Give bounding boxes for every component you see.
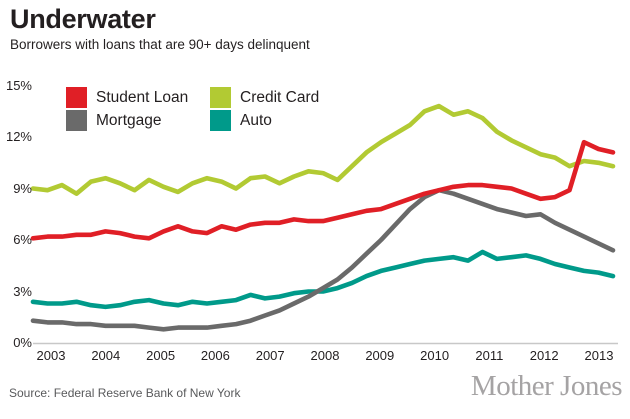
legend-label-auto: Auto (240, 112, 272, 129)
student-loan-swatch-icon (66, 87, 87, 108)
legend-label-credit-card: Credit Card (240, 89, 320, 106)
y-tick-6%: 6% (13, 232, 32, 247)
y-tick-9%: 9% (13, 180, 32, 196)
x-tick-2005: 2005 (146, 348, 176, 363)
legend-item-credit-card: Credit Card (210, 86, 319, 109)
y-tick-0%: 0% (13, 335, 32, 350)
x-tick-2012: 2012 (529, 348, 559, 363)
x-tick-2013: 2013 (584, 348, 614, 363)
legend: Student Loan Credit Card Mortgage Auto (66, 86, 319, 132)
line-credit-card (30, 103, 616, 196)
source-note: Source: Federal Reserve Bank of New York (9, 386, 241, 400)
legend-label-student-loan: Student Loan (96, 89, 189, 106)
legend-label-mortgage: Mortgage (96, 112, 162, 129)
y-tick-3%: 3% (13, 283, 32, 299)
line-mortgage (30, 187, 616, 332)
y-tick-15%: 15% (5, 77, 32, 93)
chart-subtitle: Borrowers with loans that are 90+ days d… (10, 37, 310, 52)
x-tick-2004: 2004 (91, 348, 121, 363)
mortgage-swatch-icon (66, 110, 87, 131)
x-tick-2003: 2003 (36, 348, 66, 363)
x-tick-2009: 2009 (365, 348, 395, 363)
motherjones-logo: Mother Jones (470, 370, 623, 402)
legend-item-student-loan: Student Loan (66, 86, 210, 109)
x-tick-2007: 2007 (255, 348, 285, 363)
x-tick-2006: 2006 (200, 348, 230, 363)
x-tick-2011: 2011 (475, 348, 504, 363)
legend-item-mortgage: Mortgage (66, 109, 210, 132)
credit-card-swatch-icon (210, 87, 231, 108)
chart-title: Underwater (10, 4, 156, 34)
line-student-loan (30, 139, 616, 241)
x-tick-2010: 2010 (420, 348, 450, 363)
x-tick-2008: 2008 (310, 348, 340, 363)
auto-swatch-icon (210, 110, 231, 131)
legend-item-auto: Auto (210, 109, 319, 132)
y-tick-12%: 12% (5, 129, 32, 144)
line-auto (30, 249, 616, 310)
